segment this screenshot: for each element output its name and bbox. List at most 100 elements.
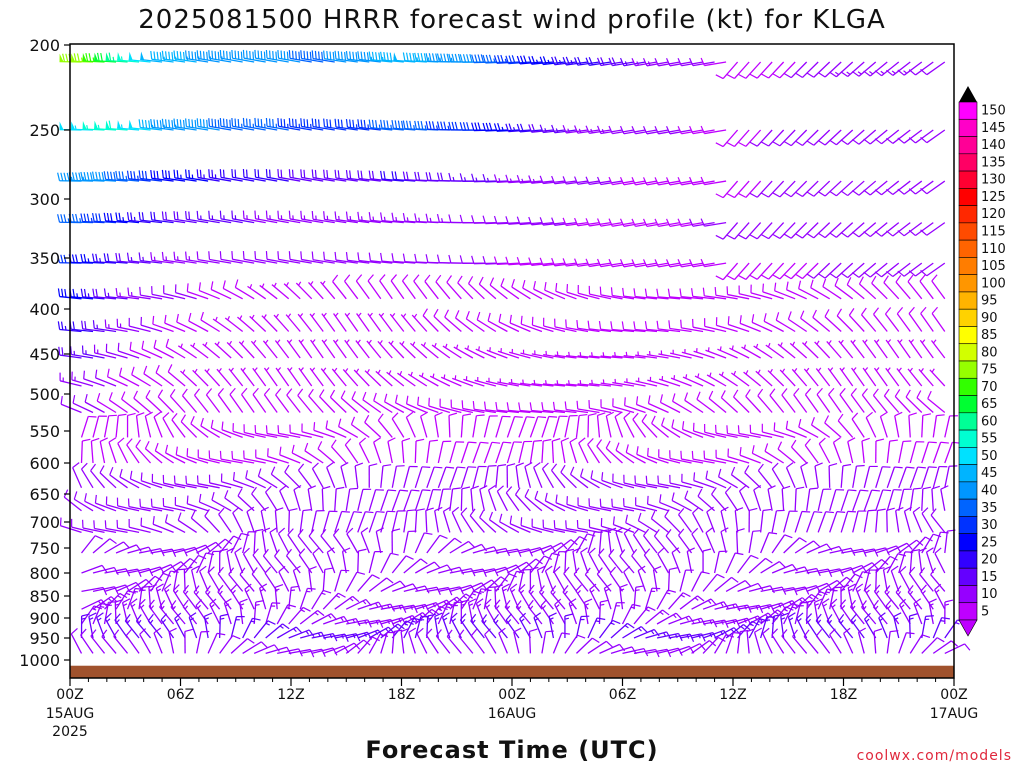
wind-barb <box>749 508 757 532</box>
wind-barb <box>258 468 277 487</box>
wind-barb <box>740 486 750 511</box>
barb-staff <box>529 591 542 609</box>
wind-barb <box>920 568 934 592</box>
wind-barb <box>716 263 738 280</box>
barb-half <box>289 368 292 371</box>
barb-staff <box>792 369 806 386</box>
barb-full <box>369 171 370 179</box>
wind-barb <box>899 467 915 488</box>
wind-barb <box>369 578 393 591</box>
barb-full <box>896 275 901 282</box>
wind-barb <box>154 412 162 437</box>
barb-full <box>318 611 324 616</box>
barb-full <box>154 412 161 417</box>
barb-full <box>361 52 362 60</box>
barb-half <box>841 340 843 343</box>
barb-full <box>398 121 399 129</box>
barb-staff <box>357 314 370 332</box>
barb-full <box>289 509 297 511</box>
wind-barb <box>392 413 404 438</box>
barb-full <box>395 120 396 128</box>
barb-half <box>335 313 338 316</box>
barb-full <box>111 172 112 180</box>
barb-full <box>114 172 115 180</box>
barb-full <box>333 52 334 60</box>
barb-full <box>270 51 271 59</box>
barb-staff <box>853 466 857 488</box>
barb-full <box>424 53 426 61</box>
barb-half <box>266 368 269 371</box>
barb-full <box>611 321 612 329</box>
barb-half <box>312 339 315 342</box>
barb-full <box>381 120 382 128</box>
barb-full <box>529 585 534 591</box>
barb-full <box>232 211 233 219</box>
wind-barb <box>242 388 255 412</box>
barb-full <box>62 289 63 297</box>
wind-barb <box>327 463 335 488</box>
barb-full <box>830 140 837 145</box>
barb-staff <box>497 491 507 511</box>
wind-barb <box>414 275 427 299</box>
wind-barb <box>359 438 369 463</box>
wind-barb <box>818 512 834 533</box>
wind-barb <box>331 440 346 463</box>
barb-full <box>270 119 271 127</box>
barb-half <box>557 380 558 384</box>
barb-staff <box>884 570 888 592</box>
wind-barb <box>898 339 911 358</box>
barb-full <box>588 321 589 329</box>
barb-staff <box>358 489 363 510</box>
barb-full <box>837 512 845 513</box>
barb-staff <box>932 281 945 299</box>
barb-full <box>73 463 80 468</box>
barb-full <box>369 464 377 466</box>
barb-staff <box>484 416 489 437</box>
barb-full <box>200 119 201 127</box>
barb-full <box>847 277 851 284</box>
barb-full <box>460 215 462 223</box>
barb-full <box>110 467 113 475</box>
wind-barb <box>452 375 473 386</box>
barb-half <box>368 124 369 128</box>
wind-barb <box>392 466 404 488</box>
wind-barb <box>615 412 622 437</box>
wind-barb <box>792 368 806 386</box>
barb-full <box>211 420 213 428</box>
barb-half <box>911 340 914 343</box>
barb-staff <box>922 415 923 437</box>
barb-full <box>921 307 926 313</box>
barb-full <box>453 488 461 489</box>
barb-full <box>727 425 728 433</box>
barb-half <box>65 326 66 330</box>
barb-full <box>357 572 365 574</box>
barb-full <box>278 251 279 259</box>
barb-staff <box>534 467 542 487</box>
barb-half <box>217 342 219 346</box>
barb-full <box>440 535 448 538</box>
barb-staff <box>885 314 898 332</box>
barb-staff <box>461 442 468 463</box>
barb-full <box>588 414 596 416</box>
barb-staff <box>909 415 910 437</box>
wind-barb <box>876 556 898 573</box>
barb-staff <box>801 467 807 488</box>
barb-full <box>235 280 237 288</box>
barb-full <box>234 472 235 480</box>
barb-full <box>784 234 791 238</box>
barb-full <box>909 189 915 194</box>
barb-staff <box>780 370 795 386</box>
barb-full <box>543 440 551 442</box>
barb-full <box>162 211 163 219</box>
barb-staff <box>853 490 860 511</box>
wind-barb <box>509 349 530 358</box>
barb-staff <box>322 489 323 511</box>
barb-full <box>271 467 274 475</box>
wind-barb <box>749 558 772 573</box>
wind-barb <box>484 442 500 463</box>
barb-full <box>279 566 285 571</box>
wind-barb <box>772 565 797 573</box>
wind-barb <box>287 389 300 413</box>
barb-full <box>149 120 150 128</box>
barb-full <box>815 463 823 466</box>
